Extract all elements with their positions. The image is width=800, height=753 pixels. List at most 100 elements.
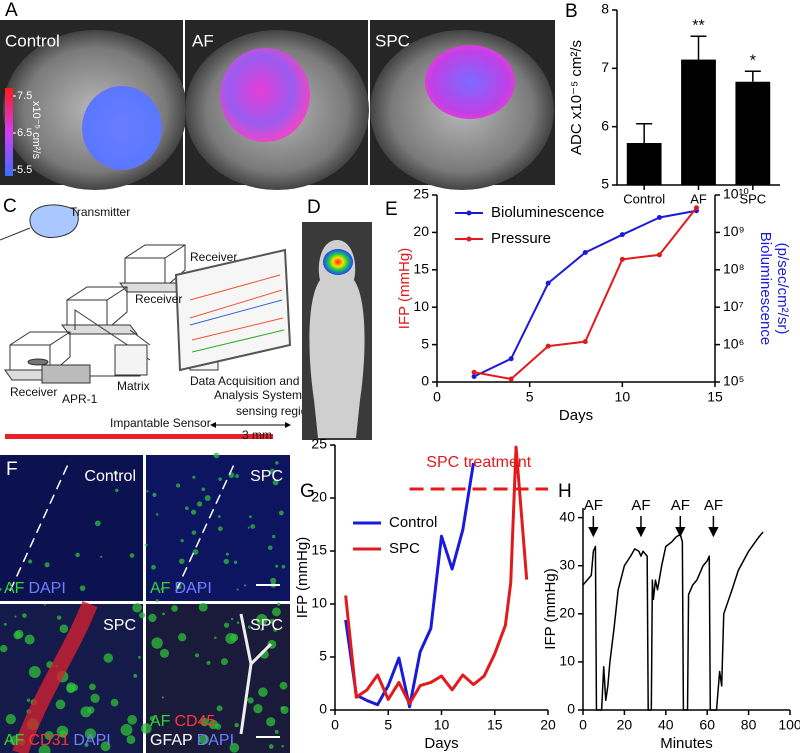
stain-name: AF: [150, 713, 171, 730]
cell-signal: [278, 510, 284, 516]
data-point: [656, 215, 662, 221]
cell-signal: [129, 553, 135, 558]
bar: [735, 81, 771, 185]
stain-name: CD45: [174, 713, 215, 730]
mouse: [309, 240, 365, 438]
x-tick-label: 0: [579, 717, 587, 733]
x-tick-label: Control: [623, 191, 665, 206]
y-tick-label: 25: [311, 436, 327, 452]
y-tick-label: 5: [601, 176, 609, 192]
signal: [323, 249, 353, 275]
monitor-trace: [189, 274, 284, 341]
stain-name: DAPI: [197, 732, 234, 749]
y2-tick-label: 10⁹: [723, 223, 745, 239]
stain-name: CD31: [28, 732, 69, 749]
diagram-label: Receiver: [135, 292, 182, 306]
cell-signal: [223, 622, 230, 628]
cell-signal: [0, 644, 8, 653]
data-point: [582, 250, 588, 256]
cell-signal: [192, 549, 199, 555]
diagram-label: Impantable Sensor: [110, 416, 211, 430]
cell-signal: [155, 513, 159, 516]
significance: *: [750, 52, 756, 69]
x-tick-label: 60: [699, 717, 715, 733]
cell-signal: [175, 483, 181, 488]
cell-signal: [178, 633, 187, 642]
cell-signal: [90, 693, 100, 703]
stain-name: AF: [4, 732, 25, 749]
cell-signal: [66, 683, 76, 694]
cell-signal: [56, 615, 62, 620]
cell-signal: [217, 526, 223, 532]
y2-tick-label: 10¹⁰: [723, 186, 749, 202]
y2-axis-title: (p/sec/cm²/sr): [774, 243, 791, 335]
cell-signal: [126, 735, 136, 744]
cell-signal: [160, 587, 164, 591]
x-tick-label: 10: [434, 717, 450, 733]
cell-signal: [250, 524, 256, 529]
x-tick-label: 40: [658, 717, 674, 733]
cell-signal: [144, 543, 148, 547]
cell-signal: [151, 637, 163, 649]
stain-legend: GFAP DAPI: [150, 732, 234, 749]
cell-signal: [275, 461, 279, 465]
cell-signal: [44, 562, 50, 568]
stain-legend: AF DAPI: [150, 580, 212, 597]
cell-signal: [269, 468, 276, 474]
cell-signal: [223, 558, 230, 565]
receiver: [60, 286, 139, 335]
y-tick-label: 40: [559, 508, 575, 524]
cell-signal: [180, 538, 184, 543]
x-tick-label: 15: [487, 717, 503, 733]
cell-signal: [281, 564, 286, 569]
cell-signal: [247, 697, 254, 704]
cell-signal: [208, 719, 219, 730]
cell-signal: [230, 617, 234, 621]
y-tick-label: 8: [601, 1, 609, 17]
x-axis-title: Days: [424, 735, 458, 752]
data-point: [508, 356, 514, 362]
mouse-photo: [302, 222, 372, 440]
cell-signal: [14, 615, 17, 618]
cell-signal: [120, 723, 133, 736]
diagram-labels: Transmitter Receiver Receiver Receiver A…: [10, 205, 314, 442]
diagram-label: 3 mm: [242, 428, 272, 442]
cell-signal: [247, 526, 250, 529]
diagram-label: sensing region: [236, 404, 314, 418]
x-tick-label: 0: [331, 717, 339, 733]
tumor-map: [220, 48, 310, 142]
tumor-map: [82, 86, 162, 170]
stain-name: AF: [150, 580, 171, 597]
cell-signal: [272, 479, 279, 486]
cell-signal: [5, 714, 16, 725]
panel-label: H: [558, 481, 572, 502]
cell-signal: [229, 742, 240, 753]
stain-name: GFAP: [150, 732, 193, 749]
cell-signal: [272, 534, 276, 539]
cell-signal: [268, 545, 273, 550]
cell-signal: [87, 706, 95, 714]
colorbar-label: x10⁻⁵ cm²/s: [30, 101, 42, 160]
event-label: AF: [631, 497, 650, 514]
cell-signal: [220, 658, 228, 666]
cell-signal: [184, 506, 189, 511]
cell-signal: [268, 744, 274, 749]
x-tick-label: 15: [707, 389, 723, 405]
y2-tick-label: 10⁷: [723, 298, 744, 314]
cell-signal: [151, 564, 156, 570]
cell-signal: [279, 681, 288, 690]
cell-signal: [100, 741, 111, 752]
cell-signal: [206, 660, 211, 665]
cell-signal: [256, 613, 268, 626]
cell-signal: [217, 515, 221, 518]
tumor-map: [425, 45, 515, 119]
cell-signal: [225, 552, 229, 556]
y-tick-label: 5: [319, 648, 327, 664]
y-tick-label: 15: [311, 542, 327, 558]
cell-signal: [233, 560, 238, 564]
cell-signal: [276, 602, 281, 606]
cell-signal: [198, 602, 208, 612]
cell-signal: [3, 622, 7, 626]
diagram-label: APR-1: [62, 392, 98, 406]
significance: **: [692, 17, 704, 34]
